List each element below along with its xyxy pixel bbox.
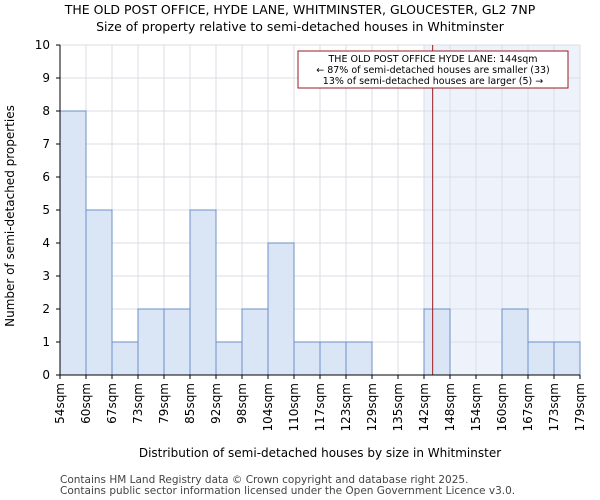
annotation-line: THE OLD POST OFFICE HYDE LANE: 144sqm (328, 54, 538, 65)
histogram-bar (553, 341, 581, 376)
x-tick-label: 129sqm (365, 383, 379, 431)
histogram-bar (163, 308, 191, 376)
annotation-box (297, 50, 569, 89)
histogram-bar (241, 308, 269, 376)
chart-subtitle: Size of property relative to semi-detach… (96, 19, 504, 34)
x-tick-label: 67sqm (105, 383, 119, 424)
x-tick-label: 79sqm (157, 383, 171, 424)
chart-title: THE OLD POST OFFICE, HYDE LANE, WHITMINS… (64, 2, 536, 17)
x-tick-label: 160sqm (495, 383, 509, 431)
histogram-bar (423, 308, 451, 376)
histogram-bar (215, 341, 243, 376)
x-tick-label: 117sqm (313, 383, 327, 431)
histogram-bar (345, 341, 373, 376)
histogram-bar (111, 341, 139, 376)
histogram-bar (85, 209, 113, 376)
x-tick-label: 104sqm (261, 383, 275, 431)
y-tick-label: 2 (42, 302, 50, 316)
x-tick-label: 179sqm (573, 383, 587, 431)
y-tick-label: 7 (42, 137, 50, 151)
y-tick-label: 5 (42, 203, 50, 217)
footer-licence: Contains public sector information licen… (60, 485, 516, 497)
x-tick-label: 60sqm (79, 383, 93, 424)
y-axis-label: Number of semi-detached properties (3, 105, 17, 327)
histogram-bar (137, 308, 165, 376)
y-tick-label: 6 (42, 170, 50, 184)
x-tick-label: 54sqm (53, 383, 67, 424)
y-tick-label: 1 (42, 335, 50, 349)
annotation-line: ← 87% of semi-detached houses are smalle… (316, 65, 550, 76)
x-tick-label: 142sqm (417, 383, 431, 431)
x-tick-label: 173sqm (547, 383, 561, 431)
x-tick-label: 73sqm (131, 383, 145, 424)
y-tick-label: 3 (42, 269, 50, 283)
x-tick-label: 110sqm (287, 383, 301, 431)
x-tick-label: 167sqm (521, 383, 535, 431)
x-tick-label: 135sqm (391, 383, 405, 431)
histogram-bar (189, 209, 217, 376)
histogram-bar (267, 242, 295, 376)
histogram-bar (293, 341, 321, 376)
x-tick-label: 98sqm (235, 383, 249, 424)
footer-copyright: Contains HM Land Registry data © Crown c… (60, 474, 469, 486)
y-tick-label: 9 (42, 71, 50, 85)
x-tick-label: 92sqm (209, 383, 223, 424)
x-tick-label: 154sqm (469, 383, 483, 431)
histogram-bar (527, 341, 555, 376)
x-tick-label: 123sqm (339, 383, 353, 431)
y-tick-label: 8 (42, 104, 50, 118)
histogram-bar (319, 341, 347, 376)
x-axis-label: Distribution of semi-detached houses by … (139, 446, 501, 460)
histogram-bar (501, 308, 529, 376)
histogram-bar (59, 110, 87, 376)
annotation-line: 13% of semi-detached houses are larger (… (323, 76, 543, 87)
x-tick-label: 148sqm (443, 383, 457, 431)
y-tick-label: 0 (42, 368, 50, 382)
x-tick-label: 85sqm (183, 383, 197, 424)
y-tick-label: 10 (35, 38, 50, 52)
y-tick-label: 4 (42, 236, 50, 250)
